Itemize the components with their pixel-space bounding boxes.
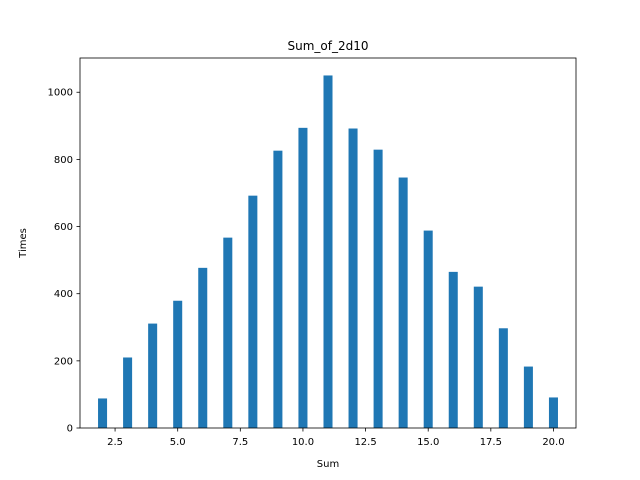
y-tick-label: 1000 [48, 88, 73, 99]
bar-11 [323, 75, 333, 429]
bar-12 [348, 128, 358, 428]
bar-8 [248, 195, 258, 428]
x-tick-label: 17.5 [480, 437, 502, 448]
bar-13 [373, 149, 383, 428]
bar-5 [173, 300, 183, 428]
bar-series [98, 75, 558, 429]
bar-15 [423, 230, 433, 428]
y-tick-label: 400 [54, 289, 73, 300]
y-tick-label: 0 [67, 424, 73, 435]
bar-7 [223, 237, 233, 428]
bar-4 [148, 323, 158, 428]
bar-18 [498, 328, 508, 428]
y-axis-title: Times [18, 228, 29, 259]
x-tick-label: 5.0 [170, 437, 186, 448]
x-tick-label: 20.0 [542, 437, 564, 448]
bar-14 [398, 177, 408, 428]
bar-2 [98, 398, 108, 428]
bar-9 [273, 150, 283, 429]
bar-19 [523, 366, 533, 428]
bar-3 [123, 357, 133, 428]
y-tick-label: 600 [54, 222, 73, 233]
x-axis-title: Sum [317, 459, 339, 470]
x-axis-ticks: 2.5 5.0 7.5 10.0 12.5 15.0 17.5 20.0 [107, 428, 565, 448]
y-tick-label: 800 [54, 155, 73, 166]
x-tick-label: 15.0 [417, 437, 439, 448]
plot-frame [79, 57, 577, 429]
chart-title: Sum_of_2d10 [288, 39, 369, 53]
bar-16 [448, 271, 458, 428]
bar-17 [473, 286, 483, 428]
x-tick-label: 10.0 [292, 437, 314, 448]
bar-6 [198, 267, 208, 428]
y-axis-ticks: 0 200 400 600 800 1000 [48, 88, 80, 435]
y-tick-label: 200 [54, 356, 73, 367]
bar-20 [548, 397, 558, 428]
x-tick-label: 12.5 [354, 437, 376, 448]
x-tick-label: 2.5 [107, 437, 123, 448]
bar-10 [298, 127, 308, 428]
x-tick-label: 7.5 [232, 437, 248, 448]
